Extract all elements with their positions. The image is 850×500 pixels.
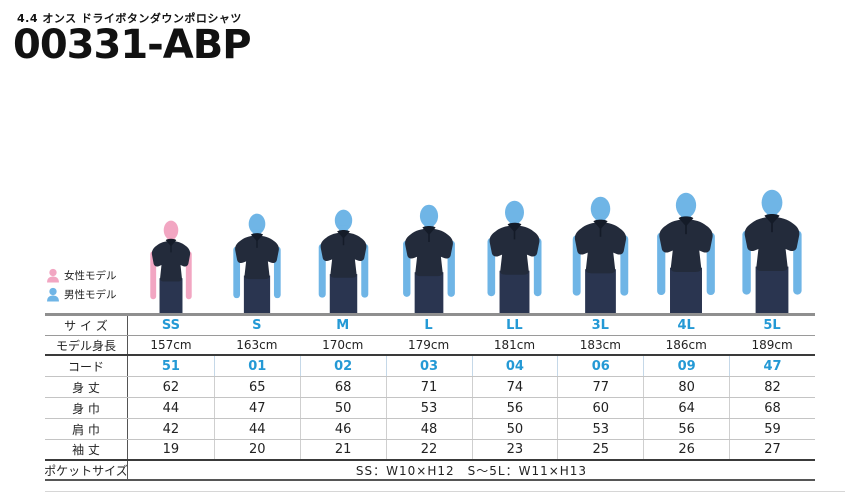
model-height-cell: 179cm <box>407 338 450 352</box>
model-figure-ll <box>486 200 542 313</box>
size-cell-m: M <box>336 318 350 333</box>
code-cell: 04 <box>471 356 558 376</box>
product-subtitle: 4.4 オンス ドライボタンダウンポロシャツ <box>17 12 242 25</box>
body-width-cell: 64 <box>643 398 729 418</box>
body-length-cell: 68 <box>299 377 386 397</box>
body-width-cell: 56 <box>471 398 558 418</box>
model-figure-m <box>318 209 368 313</box>
model-figure-l <box>403 204 455 313</box>
row-label-size: サ イ ズ <box>45 316 128 335</box>
code-cell: 51 <box>161 358 180 374</box>
body-length-cell: 71 <box>385 377 472 397</box>
code-cell: 01 <box>213 356 300 376</box>
size-cell-4l: 4L <box>677 318 695 333</box>
shoulder-width-cell: 42 <box>162 421 180 437</box>
shoulder-width-cell: 44 <box>213 419 300 439</box>
size-cell-ll: LL <box>506 318 523 333</box>
code-cell: 06 <box>557 356 643 376</box>
row-label-model-height: モデル身長 <box>45 336 128 354</box>
size-chart-table: サ イ ズ SS S M L LL 3L 4L 5L モデル身長 157cm 1… <box>44 313 815 481</box>
shoulder-width-cell: 46 <box>299 419 386 439</box>
size-cell-l: L <box>424 318 433 333</box>
model-height-cell: 186cm <box>665 338 707 352</box>
row-label-pocket-size: ポケットサイズ <box>44 461 128 479</box>
row-label-sleeve-length: 袖 丈 <box>45 440 128 459</box>
model-legend: 女性モデル 男性モデル <box>46 266 117 304</box>
sleeve-length-cell: 19 <box>162 442 180 457</box>
size-cell-5l: 5L <box>763 318 781 333</box>
sleeve-length-cell: 25 <box>557 440 643 459</box>
model-figure-3l <box>572 196 628 313</box>
code-cell: 47 <box>729 356 815 376</box>
row-label-code: コード <box>45 356 128 376</box>
model-figure-ss <box>150 220 192 313</box>
table-row-body-width: 身 巾 44 47 50 53 56 60 64 68 <box>45 398 815 419</box>
code-cell: 02 <box>299 356 386 376</box>
table-row-pocket-size: ポケットサイズ SS：W10×H12 S～5L：W11×H13 <box>44 461 815 481</box>
sleeve-length-cell: 26 <box>643 440 729 459</box>
size-cell-ss: SS <box>161 318 181 333</box>
body-length-cell: 82 <box>729 377 815 397</box>
code-cell: 03 <box>385 356 472 376</box>
legend-male: 男性モデル <box>46 285 117 304</box>
female-model-icon <box>47 268 59 283</box>
model-figure-4l <box>657 192 715 313</box>
shoulder-width-cell: 53 <box>557 419 643 439</box>
body-width-cell: 60 <box>557 398 643 418</box>
size-cell-3l: 3L <box>591 318 609 333</box>
sleeve-length-cell: 23 <box>471 440 558 459</box>
row-label-body-length: 身 丈 <box>45 377 128 397</box>
shoulder-width-cell: 50 <box>471 419 558 439</box>
body-length-cell: 80 <box>643 377 729 397</box>
row-label-body-width: 身 巾 <box>45 398 128 418</box>
product-code-title: 00331-ABP <box>13 22 252 68</box>
table-row-sleeve-length: 袖 丈 19 20 21 22 23 25 26 27 <box>45 440 815 461</box>
code-cell: 09 <box>643 356 729 376</box>
model-height-cell: 189cm <box>751 338 793 352</box>
body-width-cell: 68 <box>729 398 815 418</box>
shoulder-width-cell: 56 <box>643 419 729 439</box>
model-figure-5l <box>742 189 802 313</box>
legend-female-label: 女性モデル <box>64 270 117 282</box>
row-label-shoulder-width: 肩 巾 <box>45 419 128 439</box>
model-height-cell: 163cm <box>236 338 278 352</box>
size-cell-s: S <box>252 318 262 333</box>
sleeve-length-cell: 27 <box>729 440 815 459</box>
shoulder-width-cell: 59 <box>729 419 815 439</box>
shoulder-width-cell: 48 <box>385 419 472 439</box>
body-width-cell: 47 <box>213 398 300 418</box>
table-row-shoulder-width: 肩 巾 42 44 46 48 50 53 56 59 <box>45 419 815 440</box>
body-width-cell: 50 <box>299 398 386 418</box>
model-height-cell: 181cm <box>493 338 536 352</box>
table-row-body-length: 身 丈 62 65 68 71 74 77 80 82 <box>45 377 815 398</box>
table-row-model-height: モデル身長 157cm 163cm 170cm 179cm 181cm 183c… <box>45 336 815 356</box>
body-width-cell: 44 <box>162 400 180 416</box>
sleeve-length-cell: 20 <box>213 440 300 459</box>
bottom-divider <box>45 491 845 492</box>
model-height-cell: 170cm <box>322 338 364 352</box>
body-length-cell: 62 <box>162 379 180 395</box>
body-length-cell: 77 <box>557 377 643 397</box>
model-height-cell: 183cm <box>579 338 621 352</box>
table-row-code: コード 51 01 02 03 04 06 09 47 <box>45 356 815 377</box>
sleeve-length-cell: 21 <box>299 440 386 459</box>
model-height-cell: 157cm <box>150 338 192 352</box>
sleeve-length-cell: 22 <box>385 440 472 459</box>
model-figure-s <box>233 213 281 313</box>
body-length-cell: 74 <box>471 377 558 397</box>
table-row-size: サ イ ズ SS S M L LL 3L 4L 5L <box>45 316 815 336</box>
legend-female: 女性モデル <box>46 266 117 285</box>
body-width-cell: 53 <box>385 398 472 418</box>
male-model-icon <box>47 287 59 302</box>
legend-male-label: 男性モデル <box>64 289 117 301</box>
pocket-size-cell: SS：W10×H12 S～5L：W11×H13 <box>355 463 588 478</box>
body-length-cell: 65 <box>213 377 300 397</box>
